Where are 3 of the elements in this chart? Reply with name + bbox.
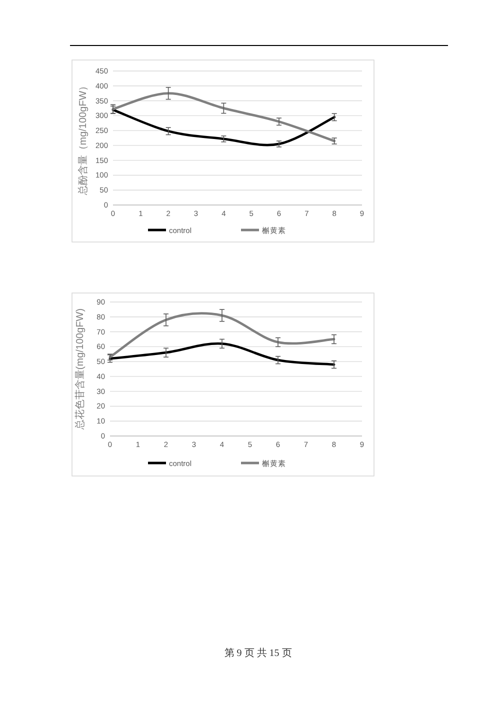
ylabel: 总花色苷含量(mg/100gFW)	[75, 308, 86, 430]
annotation: 第 9 页 共 15 页	[224, 648, 292, 659]
ylabel: 总酚含量（mg/100gFW）	[78, 80, 89, 196]
